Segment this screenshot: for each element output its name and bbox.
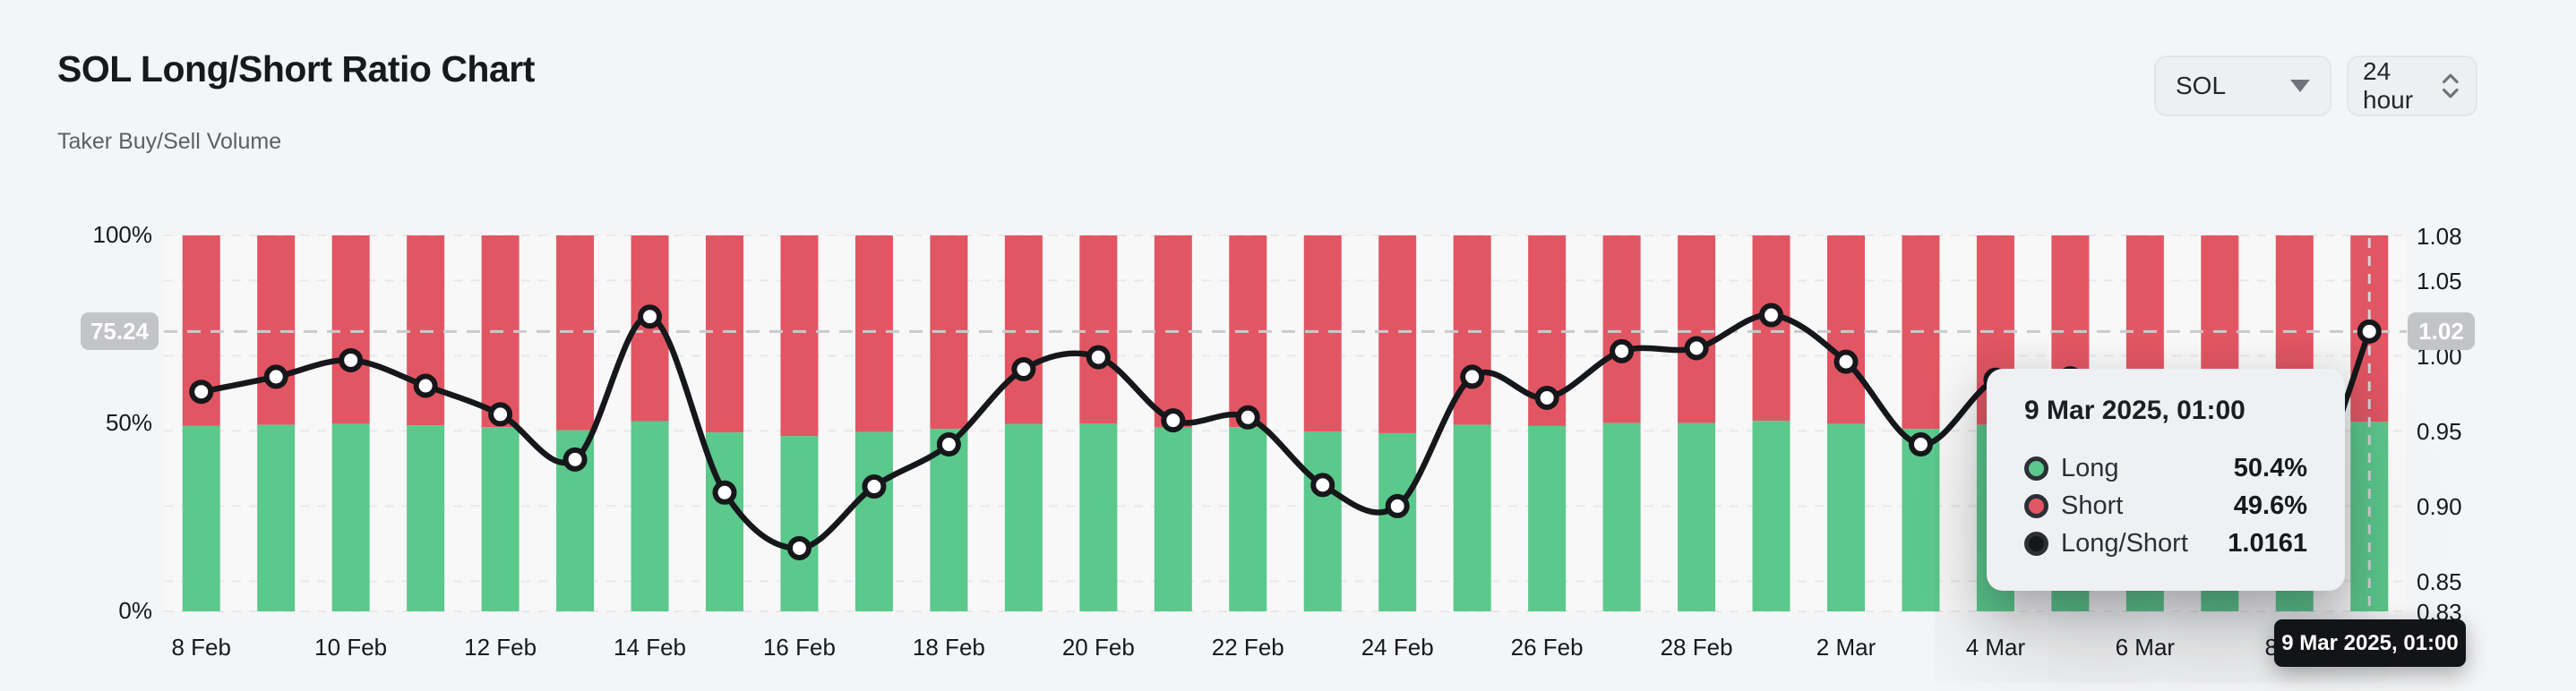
tooltip-row-label: Short <box>2061 491 2124 520</box>
ratio-legend-dot-icon <box>2024 531 2048 556</box>
x-axis-label: 18 Feb <box>912 634 985 661</box>
tooltip-row-ratio: Long/Short 1.0161 <box>2024 525 2307 562</box>
x-axis-label: 16 Feb <box>762 634 836 661</box>
tooltip-row-value: 50.4% <box>2233 453 2307 482</box>
right-axis-label: 0.95 <box>2417 418 2462 446</box>
tooltip-row-value: 1.0161 <box>2228 528 2307 558</box>
x-axis-label: 8 Feb <box>171 634 231 661</box>
x-axis-label: 4 Mar <box>1965 634 2026 661</box>
interval-select[interactable]: 24 hour <box>2347 55 2477 116</box>
x-axis-label: 2 Mar <box>1816 634 1876 661</box>
tooltip-row-label: Long/Short <box>2061 528 2188 558</box>
x-axis-label: 22 Feb <box>1211 634 1284 661</box>
symbol-select-value: SOL <box>2176 72 2227 99</box>
dropdown-caret-icon <box>2290 80 2310 92</box>
tooltip-row-label: Long <box>2061 453 2119 482</box>
x-axis-tooltip: 9 Mar 2025, 01:00 <box>2274 619 2466 667</box>
long-legend-dot-icon <box>2024 456 2048 481</box>
tooltip-row-long: Long 50.4% <box>2024 449 2307 487</box>
x-axis-label: 20 Feb <box>1061 634 1135 661</box>
tooltip-title: 9 Mar 2025, 01:00 <box>2024 396 2245 425</box>
x-axis-label: 12 Feb <box>464 634 537 661</box>
tooltip-row-short: Short 49.6% <box>2024 487 2307 525</box>
page-title: SOL Long/Short Ratio Chart <box>57 48 535 90</box>
x-axis-label: 24 Feb <box>1361 634 1434 661</box>
x-axis-label: 14 Feb <box>614 634 687 661</box>
x-axis-label: 26 Feb <box>1510 634 1584 661</box>
right-axis-label: 0.90 <box>2417 493 2462 521</box>
tooltip-row-value: 49.6% <box>2233 491 2307 520</box>
left-axis-current-badge: 75.24 <box>81 312 159 351</box>
left-axis-label: 0% <box>118 597 152 624</box>
x-axis-label: 10 Feb <box>314 634 388 661</box>
left-axis-label: 50% <box>105 409 152 436</box>
chart-tooltip: 9 Mar 2025, 01:00 Long 50.4% Short 49.6%… <box>1987 369 2345 591</box>
right-axis-label: 1.08 <box>2417 223 2462 250</box>
short-legend-dot-icon <box>2024 493 2048 518</box>
right-axis-label: 1.05 <box>2417 268 2462 295</box>
right-axis-label: 0.85 <box>2417 568 2462 596</box>
x-axis-label: 28 Feb <box>1660 634 1733 661</box>
page-subtitle: Taker Buy/Sell Volume <box>57 129 282 154</box>
left-axis-label: 100% <box>92 221 153 248</box>
right-axis-current-badge: 1.02 <box>2408 312 2475 351</box>
interval-select-value: 24 hour <box>2363 57 2414 114</box>
x-axis-label: 6 Mar <box>2115 634 2176 661</box>
updown-chevrons-icon <box>2443 73 2460 98</box>
symbol-select[interactable]: SOL <box>2154 55 2331 116</box>
